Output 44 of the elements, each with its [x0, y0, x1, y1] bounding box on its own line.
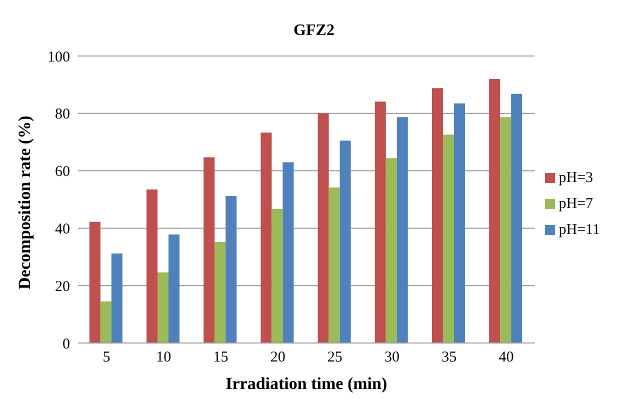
x-tick-label: 15 — [213, 350, 228, 366]
bar — [432, 88, 443, 343]
y-tick-label: 20 — [55, 278, 70, 295]
bar — [204, 157, 215, 343]
bar — [272, 208, 283, 343]
bar — [442, 134, 454, 343]
y-tick-label: 0 — [62, 336, 70, 352]
x-axis-title: Irradiation time (min) — [226, 374, 388, 393]
bar — [454, 103, 465, 343]
bar — [500, 117, 512, 343]
bar — [214, 242, 226, 343]
y-axis-title: Decomposition rate (%) — [15, 116, 34, 290]
x-tick-label: 5 — [102, 350, 110, 366]
y-tick-label: 80 — [55, 106, 70, 123]
bar — [168, 234, 180, 343]
bar — [386, 158, 397, 343]
x-tick-label: 40 — [498, 350, 514, 366]
x-tick-label: 10 — [156, 350, 172, 366]
legend-label: pH=11 — [558, 222, 600, 238]
bar — [340, 140, 351, 343]
y-tick-label: 40 — [55, 222, 70, 238]
bar — [318, 113, 329, 343]
x-tick-label: 35 — [442, 350, 457, 366]
x-tick-label: 20 — [270, 350, 286, 366]
bar — [100, 301, 112, 343]
bar — [489, 78, 500, 343]
chart-title: GFZ2 — [292, 22, 336, 40]
x-tick-label: 25 — [327, 350, 342, 366]
bar — [89, 222, 100, 343]
bar — [282, 162, 294, 343]
bar — [226, 196, 237, 343]
legend-label: pH=3 — [558, 170, 594, 186]
bar — [111, 253, 122, 343]
x-tick-label: 30 — [384, 350, 400, 366]
bar — [396, 117, 408, 343]
bar — [328, 187, 340, 343]
y-tick-label: 60 — [55, 164, 70, 180]
bar — [374, 102, 386, 343]
bar — [511, 94, 522, 343]
bar — [158, 272, 169, 343]
bar — [146, 189, 158, 343]
bar — [260, 132, 272, 343]
legend-label: pH=7 — [558, 196, 594, 212]
y-tick-label: 100 — [48, 49, 70, 66]
